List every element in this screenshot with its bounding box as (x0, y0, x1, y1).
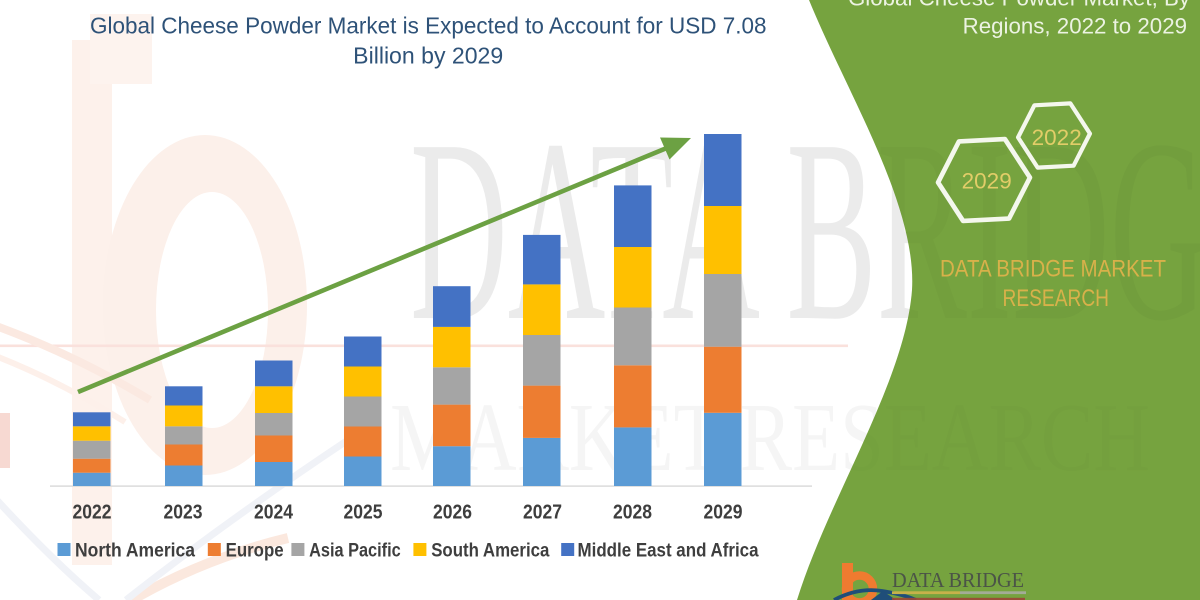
svg-text:2027: 2027 (523, 502, 562, 524)
svg-text:Billion by 2029: Billion by 2029 (353, 42, 503, 68)
svg-text:2029: 2029 (704, 502, 743, 524)
svg-text:2028: 2028 (613, 502, 652, 524)
svg-text:Global Cheese Powder Market, B: Global Cheese Powder Market, By (848, 0, 1191, 11)
svg-text:2025: 2025 (344, 502, 383, 524)
svg-text:Asia Pacific: Asia Pacific (309, 541, 401, 562)
svg-text:North America: North America (75, 541, 195, 562)
svg-text:Global Cheese Powder Market is: Global Cheese Powder Market is Expected … (90, 12, 767, 38)
svg-text:2022: 2022 (1032, 125, 1082, 150)
svg-text:Middle East and Africa: Middle East and Africa (578, 541, 759, 562)
svg-text:Regions, 2022 to 2029: Regions, 2022 to 2029 (963, 14, 1187, 39)
svg-text:2026: 2026 (433, 502, 472, 524)
svg-text:Europe: Europe (226, 541, 284, 562)
svg-text:2024: 2024 (254, 502, 294, 524)
svg-text:DATA BRIDGE: DATA BRIDGE (892, 568, 1024, 592)
svg-text:RESEARCH: RESEARCH (1003, 285, 1110, 312)
svg-text:2029: 2029 (962, 169, 1012, 194)
svg-text:South America: South America (431, 541, 550, 562)
svg-text:2022: 2022 (73, 502, 112, 524)
svg-text:DATA BRIDGE MARKET: DATA BRIDGE MARKET (940, 255, 1166, 282)
svg-text:2023: 2023 (164, 502, 203, 524)
